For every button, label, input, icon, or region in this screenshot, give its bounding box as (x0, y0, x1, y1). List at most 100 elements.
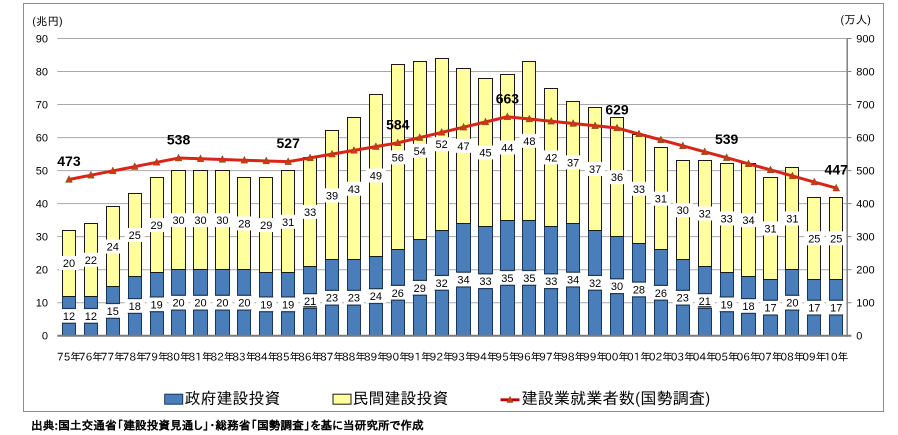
svg-text:28: 28 (633, 284, 645, 296)
svg-text:29: 29 (151, 220, 163, 232)
svg-text:21: 21 (304, 296, 316, 308)
svg-text:32: 32 (699, 209, 711, 221)
svg-text:527: 527 (277, 135, 301, 151)
svg-text:20: 20 (36, 265, 48, 277)
svg-text:36: 36 (611, 172, 623, 184)
svg-text:30: 30 (216, 215, 228, 227)
svg-text:32: 32 (436, 278, 448, 290)
svg-text:33: 33 (479, 276, 491, 288)
svg-text:20: 20 (238, 298, 250, 310)
svg-text:31: 31 (655, 194, 667, 206)
svg-text:18: 18 (742, 301, 754, 313)
svg-text:0: 0 (42, 331, 48, 343)
svg-text:663: 663 (496, 90, 520, 106)
svg-text:45: 45 (479, 147, 491, 159)
svg-text:18: 18 (129, 301, 141, 313)
svg-text:31: 31 (282, 217, 294, 229)
svg-text:300: 300 (856, 232, 874, 244)
svg-text:10: 10 (36, 298, 48, 310)
svg-text:538: 538 (167, 132, 191, 148)
svg-text:26: 26 (655, 288, 667, 300)
svg-text:80: 80 (36, 67, 48, 79)
svg-text:30: 30 (36, 232, 48, 244)
svg-text:20: 20 (216, 298, 228, 310)
svg-text:42: 42 (545, 152, 557, 164)
svg-text:17: 17 (764, 303, 776, 315)
svg-text:20: 20 (786, 298, 798, 310)
svg-text:17: 17 (808, 303, 820, 315)
svg-text:19: 19 (151, 299, 163, 311)
svg-text:31: 31 (764, 223, 776, 235)
svg-text:30: 30 (172, 215, 184, 227)
svg-text:400: 400 (856, 199, 874, 211)
svg-text:33: 33 (721, 213, 733, 225)
svg-text:629: 629 (605, 101, 629, 117)
svg-text:20: 20 (63, 258, 75, 270)
svg-text:23: 23 (348, 293, 360, 305)
svg-text:100: 100 (856, 298, 874, 310)
svg-text:33: 33 (545, 276, 557, 288)
svg-text:60: 60 (36, 133, 48, 145)
svg-text:20: 20 (194, 298, 206, 310)
svg-text:19: 19 (721, 299, 733, 311)
svg-text:800: 800 (856, 67, 874, 79)
svg-text:33: 33 (304, 207, 316, 219)
svg-text:39: 39 (326, 190, 338, 202)
svg-text:24: 24 (370, 291, 382, 303)
svg-text:21: 21 (699, 296, 711, 308)
svg-text:50: 50 (36, 166, 48, 178)
svg-text:0: 0 (856, 331, 862, 343)
svg-text:35: 35 (501, 273, 513, 285)
svg-text:43: 43 (348, 184, 360, 196)
svg-text:25: 25 (830, 233, 842, 245)
svg-text:49: 49 (370, 171, 382, 183)
svg-text:29: 29 (260, 220, 272, 232)
svg-text:52: 52 (436, 139, 448, 151)
svg-text:700: 700 (856, 100, 874, 112)
svg-text:20: 20 (172, 298, 184, 310)
svg-text:31: 31 (786, 213, 798, 225)
svg-text:30: 30 (611, 281, 623, 293)
svg-text:34: 34 (742, 215, 754, 227)
svg-text:900: 900 (856, 34, 874, 46)
svg-text:12: 12 (63, 311, 75, 323)
svg-text:34: 34 (567, 275, 579, 287)
svg-text:28: 28 (238, 218, 250, 230)
svg-text:32: 32 (589, 278, 601, 290)
svg-text:500: 500 (856, 166, 874, 178)
svg-text:26: 26 (392, 288, 404, 300)
svg-text:23: 23 (677, 293, 689, 305)
svg-text:30: 30 (194, 215, 206, 227)
svg-text:24: 24 (107, 242, 119, 254)
svg-text:539: 539 (715, 131, 739, 147)
svg-text:70: 70 (36, 100, 48, 112)
svg-text:29: 29 (414, 283, 426, 295)
svg-text:473: 473 (57, 153, 81, 169)
svg-text:56: 56 (392, 152, 404, 164)
svg-text:33: 33 (633, 184, 645, 196)
svg-text:15: 15 (107, 306, 119, 318)
svg-text:44: 44 (501, 142, 513, 154)
svg-text:584: 584 (386, 116, 410, 132)
svg-text:19: 19 (260, 299, 272, 311)
svg-text:19: 19 (282, 299, 294, 311)
svg-text:23: 23 (326, 293, 338, 305)
svg-text:600: 600 (856, 133, 874, 145)
svg-text:30: 30 (677, 205, 689, 217)
svg-text:200: 200 (856, 265, 874, 277)
svg-text:54: 54 (414, 146, 426, 158)
svg-text:48: 48 (523, 136, 535, 148)
svg-text:35: 35 (523, 273, 535, 285)
svg-text:90: 90 (36, 34, 48, 46)
svg-text:40: 40 (36, 199, 48, 211)
svg-text:22: 22 (85, 255, 97, 267)
svg-text:37: 37 (589, 164, 601, 176)
svg-text:25: 25 (129, 230, 141, 242)
svg-text:47: 47 (457, 141, 469, 153)
svg-text:447: 447 (825, 162, 849, 178)
svg-text:12: 12 (85, 311, 97, 323)
svg-text:25: 25 (808, 233, 820, 245)
svg-text:17: 17 (830, 303, 842, 315)
svg-text:34: 34 (457, 275, 469, 287)
svg-text:37: 37 (567, 157, 579, 169)
